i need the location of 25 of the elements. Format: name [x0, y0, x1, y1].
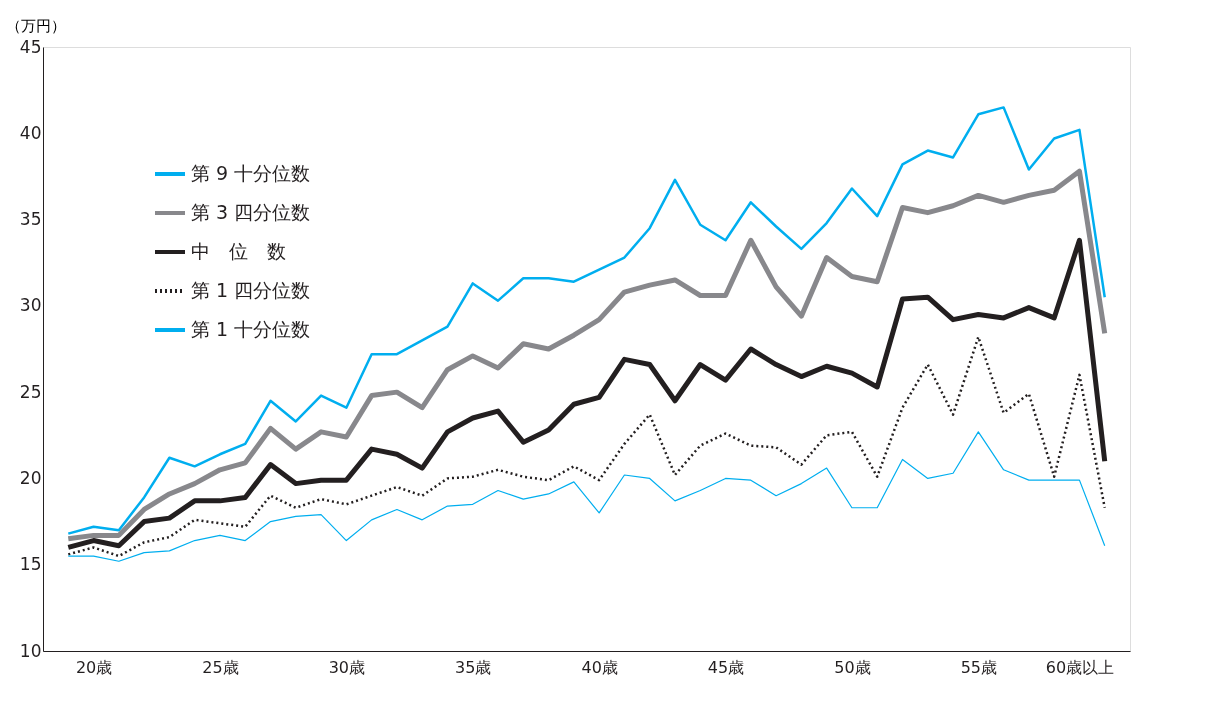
legend-label: 第 1 十分位数	[191, 318, 311, 340]
y-tick-label: 35	[19, 209, 42, 230]
y-tick-label: 40	[19, 122, 42, 143]
x-tick-label: 25歳	[202, 657, 239, 677]
y-axis-title: （万円）	[5, 16, 66, 35]
y-tick-label: 45	[19, 36, 42, 57]
line-series	[67, 106, 1106, 535]
legend-label: 中 位 数	[191, 240, 286, 262]
x-tick-label: 20歳	[75, 657, 113, 677]
x-tick-label: 55歳	[960, 657, 998, 677]
x-tick-label: 60歳以上	[1045, 657, 1115, 677]
legend-label: 第 1 四分位数	[191, 279, 311, 301]
x-tick-label: 40歳	[581, 657, 618, 677]
line-series	[67, 431, 1106, 562]
legend-label: 第 9 十分位数	[191, 162, 311, 184]
legend-label: 第 3 四分位数	[191, 201, 311, 223]
x-tick-label: 50歳	[834, 657, 871, 677]
y-tick-label: 20	[19, 467, 42, 488]
y-tick-label: 10	[19, 640, 42, 661]
x-tick-label: 30歳	[328, 657, 366, 677]
x-tick-label: 35歳	[455, 657, 492, 677]
y-tick-label: 30	[19, 295, 42, 316]
x-tick-label: 45歳	[707, 657, 745, 677]
y-tick-label: 25	[19, 381, 42, 402]
y-tick-label: 15	[19, 554, 42, 575]
